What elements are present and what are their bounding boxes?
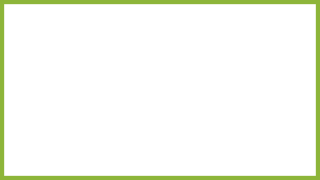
Text: •: • bbox=[51, 125, 56, 134]
Text: This binding immediately modulates the rate of target mRNA translation because a: This binding immediately modulates the r… bbox=[59, 125, 320, 138]
Text: (ncRNA): (ncRNA) bbox=[79, 70, 110, 77]
Text: •: • bbox=[51, 107, 56, 116]
Text: RNA molecules that are not translated to give proteins are collectively known as: RNA molecules that are not translated to… bbox=[59, 57, 320, 63]
Text: sRNA's exert their effects by base pairing directly to other RNA molecules, usua: sRNA's exert their effects by base pairi… bbox=[59, 107, 320, 120]
FancyBboxPatch shape bbox=[50, 22, 278, 47]
Text: noncoding RNA: noncoding RNA bbox=[59, 70, 121, 76]
Text: Small RNA's (sRNA,s), approximately 40-400 nucleotides long and regulate gene
ex: Small RNA's (sRNA,s), approximately 40-4… bbox=[59, 90, 320, 104]
Text: •: • bbox=[51, 57, 56, 66]
Text: RNA based regulation: RNA based regulation bbox=[78, 29, 250, 43]
Text: This category includes rRNA, tRNA and small RNA molecules necessary for RNA
proc: This category includes rRNA, tRNA and sm… bbox=[59, 72, 320, 86]
Text: •: • bbox=[51, 72, 56, 81]
Text: •: • bbox=[51, 90, 56, 99]
